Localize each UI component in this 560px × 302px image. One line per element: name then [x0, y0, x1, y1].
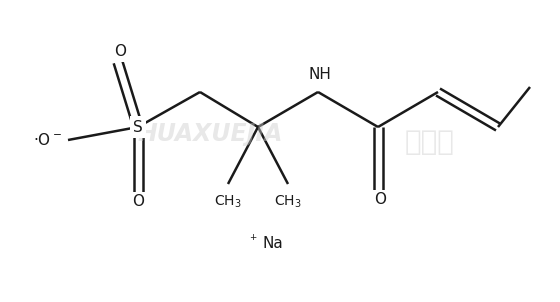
Text: O: O [374, 192, 386, 207]
Text: HUAXUEJIA: HUAXUEJIA [137, 122, 283, 146]
Text: O: O [114, 44, 126, 59]
Text: Na: Na [262, 236, 283, 252]
Text: O: O [132, 194, 144, 210]
Text: NH: NH [309, 67, 332, 82]
Text: 化学加: 化学加 [405, 128, 455, 156]
Text: S: S [133, 120, 143, 134]
Text: CH$_3$: CH$_3$ [274, 194, 302, 210]
Text: CH$_3$: CH$_3$ [214, 194, 242, 210]
Text: $^+$: $^+$ [248, 233, 258, 246]
Text: $·$O$^-$: $·$O$^-$ [33, 132, 62, 148]
